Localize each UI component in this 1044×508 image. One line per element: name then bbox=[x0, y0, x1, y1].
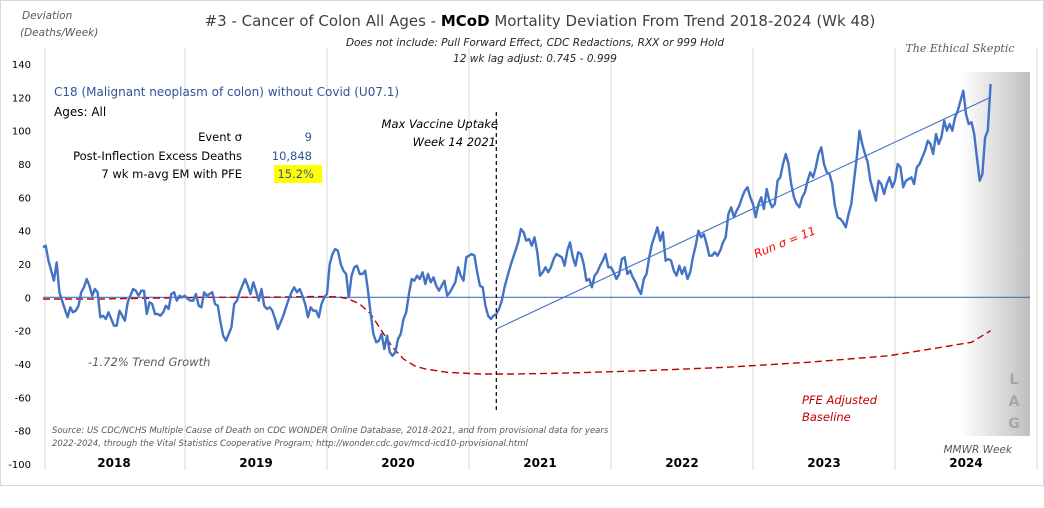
trend-growth-label: -1.72% Trend Growth bbox=[88, 355, 210, 369]
y-tick-label: -40 bbox=[15, 360, 31, 371]
chart-title: #3 - Cancer of Colon All Ages - MCoD Mor… bbox=[205, 12, 876, 30]
stat-highlight-box bbox=[274, 165, 322, 183]
x-tick-label: 2024 bbox=[949, 456, 982, 470]
lag-letter: G bbox=[1008, 416, 1020, 432]
y-tick-label: 40 bbox=[18, 227, 31, 238]
lag-region bbox=[960, 72, 1030, 436]
x-tick-label: 2023 bbox=[807, 456, 840, 470]
y-tick-label: 0 bbox=[25, 293, 31, 304]
stat-em-value: 15.2% bbox=[277, 167, 314, 181]
pfe-baseline-label-1: PFE Adjusted bbox=[802, 393, 878, 407]
y-tick-label: -100 bbox=[8, 460, 31, 471]
y-tick-label: 140 bbox=[12, 60, 31, 71]
subtitle-exclusions: Does not include: Pull Forward Effect, C… bbox=[346, 37, 724, 49]
lag-shading bbox=[960, 72, 1030, 436]
y-axis-label-line2: (Deaths/Week) bbox=[20, 27, 98, 39]
series-line-c18 bbox=[42, 83, 992, 357]
x-axis-ticks: 2018 2019 2020 2021 2022 2023 2024 bbox=[97, 456, 982, 470]
y-axis-label-line1: Deviation bbox=[22, 10, 72, 22]
x-tick-label: 2022 bbox=[665, 456, 698, 470]
stat-event-sigma-label: Event σ bbox=[198, 130, 242, 144]
stat-excess-deaths-value: 10,848 bbox=[272, 149, 312, 163]
legend-series-label: C18 (Malignant neoplasm of colon) withou… bbox=[54, 85, 399, 99]
y-axis-ticks: 140 120 100 80 60 40 20 0 -20 -40 -60 -80 -100 bbox=[8, 60, 31, 471]
x-axis-label: MMWR Week bbox=[943, 444, 1012, 456]
series-layer bbox=[42, 83, 1030, 412]
pfe-baseline-label-2: Baseline bbox=[802, 410, 851, 424]
stat-excess-deaths-label: Post-Inflection Excess Deaths bbox=[73, 149, 242, 163]
stat-event-sigma-value: 9 bbox=[305, 130, 312, 144]
stat-em-label: 7 wk m-avg EM with PFE bbox=[101, 167, 242, 181]
gridlines bbox=[44, 48, 1038, 470]
lag-letter: L bbox=[1010, 372, 1019, 388]
x-tick-label: 2021 bbox=[523, 456, 556, 470]
y-tick-label: 80 bbox=[18, 160, 31, 171]
y-tick-label: 20 bbox=[18, 260, 31, 271]
x-tick-label: 2018 bbox=[97, 456, 130, 470]
x-tick-label: 2020 bbox=[381, 456, 414, 470]
legend-ages: Ages: All bbox=[54, 105, 106, 119]
pfe-baseline-line bbox=[43, 295, 991, 375]
lag-letter: A bbox=[1009, 394, 1020, 410]
run-sigma-label: Run σ = 11 bbox=[752, 223, 818, 260]
y-tick-label: -80 bbox=[15, 427, 31, 438]
run-trend-line bbox=[496, 96, 991, 330]
vaccine-marker-label-1: Max Vaccine Uptake bbox=[382, 117, 498, 131]
subtitle-lag-adjust: 12 wk lag adjust: 0.745 - 0.999 bbox=[453, 53, 617, 65]
source-note-line1: Source: US CDC/NCHS Multiple Cause of De… bbox=[52, 426, 609, 436]
vaccine-marker-label-2: Week 14 2021 bbox=[413, 135, 496, 149]
y-tick-label: 100 bbox=[12, 127, 31, 138]
x-tick-label: 2019 bbox=[239, 456, 272, 470]
chart-frame bbox=[0, 0, 1044, 486]
lag-label: LAG bbox=[1008, 372, 1020, 432]
brand-watermark: The Ethical Skeptic bbox=[905, 42, 1014, 55]
y-tick-label: 60 bbox=[18, 193, 31, 204]
y-tick-label: -20 bbox=[15, 327, 31, 338]
y-tick-label: 120 bbox=[12, 93, 31, 104]
source-note-line2: 2022-2024, through the Vital Statistics … bbox=[52, 439, 529, 449]
y-tick-label: -60 bbox=[15, 393, 31, 404]
